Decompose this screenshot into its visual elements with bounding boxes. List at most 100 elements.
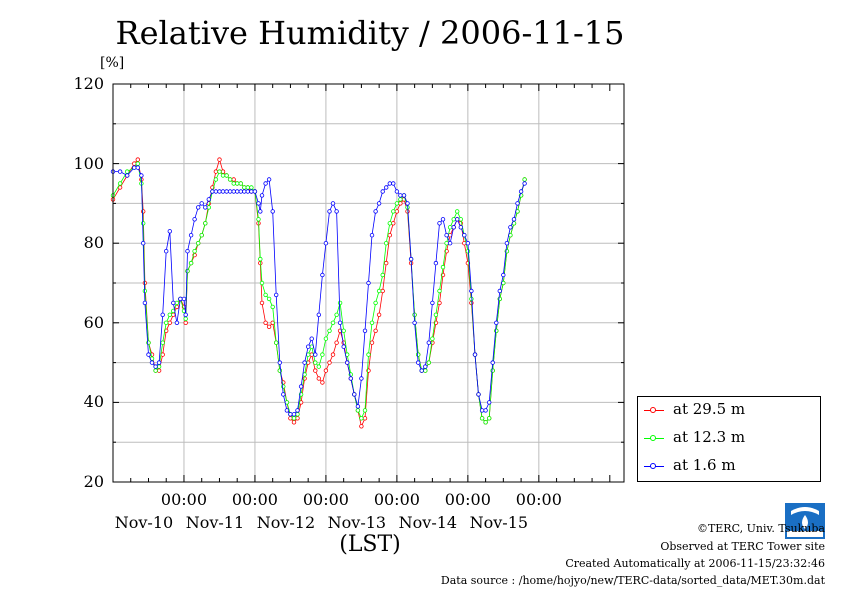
data-point xyxy=(376,288,382,294)
data-point xyxy=(213,169,219,174)
data-point xyxy=(171,312,176,317)
data-point xyxy=(274,340,279,345)
data-point xyxy=(217,189,222,194)
terc-logo-icon xyxy=(785,503,825,539)
data-point xyxy=(256,217,261,222)
data-point xyxy=(203,221,208,226)
data-point xyxy=(380,288,385,294)
data-point xyxy=(146,352,151,357)
tick-marks xyxy=(113,83,624,483)
data-point xyxy=(458,225,463,230)
data-point xyxy=(213,189,219,194)
data-point xyxy=(394,201,400,206)
data-point xyxy=(220,173,226,178)
data-point xyxy=(249,189,254,194)
data-point xyxy=(345,360,350,365)
data-point xyxy=(238,181,243,186)
data-point xyxy=(195,240,201,246)
data-point xyxy=(117,181,123,186)
data-point xyxy=(313,352,318,357)
data-point xyxy=(522,181,527,186)
data-point xyxy=(391,209,396,214)
data-point xyxy=(376,201,382,206)
data-point xyxy=(398,193,403,198)
series-line xyxy=(112,158,525,428)
data-point xyxy=(430,336,435,341)
data-point xyxy=(479,416,485,421)
x-tick-time-label: 00:00 xyxy=(302,490,349,509)
data-point xyxy=(369,320,375,325)
data-point xyxy=(352,392,357,397)
data-point xyxy=(302,360,307,365)
x-tick-date-label: Nov-10 xyxy=(114,513,174,532)
data-point xyxy=(330,352,336,357)
data-point xyxy=(455,217,460,222)
data-point xyxy=(369,232,375,238)
data-point xyxy=(384,185,389,190)
y-tick-label: 60 xyxy=(83,312,104,332)
data-point xyxy=(330,320,336,325)
data-point xyxy=(416,360,421,365)
data-point xyxy=(288,412,293,417)
data-point xyxy=(284,408,290,413)
data-point xyxy=(249,185,254,190)
data-point xyxy=(140,240,146,246)
data-point xyxy=(291,412,297,417)
data-point xyxy=(135,161,140,166)
x-tick-time-label: 00:00 xyxy=(444,490,491,509)
data-point xyxy=(355,408,361,413)
data-point xyxy=(135,165,140,170)
data-point xyxy=(185,268,190,274)
series-layer xyxy=(110,157,527,429)
data-point xyxy=(384,240,389,246)
data-point xyxy=(206,205,211,210)
data-point xyxy=(156,368,162,373)
data-point xyxy=(295,408,300,413)
data-point xyxy=(256,201,261,206)
data-point xyxy=(323,368,329,373)
data-point xyxy=(359,376,364,381)
y-tick-label: 100 xyxy=(73,153,104,173)
data-point xyxy=(412,320,417,325)
footer-created: Created Automatically at 2006-11-15/23:3… xyxy=(565,557,825,570)
data-point xyxy=(227,177,233,182)
data-point xyxy=(217,169,222,174)
data-point xyxy=(298,384,304,389)
data-point xyxy=(188,232,194,238)
legend-marker xyxy=(650,463,656,469)
data-point xyxy=(213,177,219,182)
data-point xyxy=(337,300,343,306)
data-point xyxy=(458,217,463,222)
data-point xyxy=(217,157,222,162)
data-point xyxy=(359,424,364,429)
data-point xyxy=(437,221,442,226)
data-point xyxy=(387,181,392,186)
data-point xyxy=(334,312,339,317)
x-tick-date-label: Nov-12 xyxy=(256,513,316,532)
data-point xyxy=(117,169,123,174)
data-point xyxy=(192,248,197,254)
data-point xyxy=(465,240,471,246)
x-tick-time-label: 00:00 xyxy=(231,490,278,509)
series-2 xyxy=(110,165,527,417)
data-point xyxy=(487,416,492,421)
data-point xyxy=(183,316,188,321)
data-point xyxy=(295,416,300,421)
data-point xyxy=(153,364,158,369)
data-point xyxy=(320,272,325,278)
data-point xyxy=(167,320,172,325)
data-point xyxy=(504,240,510,246)
data-point xyxy=(231,189,236,194)
series-0 xyxy=(110,157,527,429)
legend-item-1-6m: at 1.6 m xyxy=(638,453,822,481)
data-point xyxy=(391,181,396,186)
data-point xyxy=(231,181,236,186)
data-point xyxy=(462,232,467,238)
data-point xyxy=(334,209,339,214)
chart-title: Relative Humidity / 2006-11-15 xyxy=(115,14,625,52)
data-point xyxy=(185,248,190,254)
data-point xyxy=(313,360,318,365)
data-point xyxy=(479,408,485,413)
footer-copyright: ©TERC, Univ. Tsukuba xyxy=(696,522,825,535)
data-point xyxy=(195,205,201,210)
